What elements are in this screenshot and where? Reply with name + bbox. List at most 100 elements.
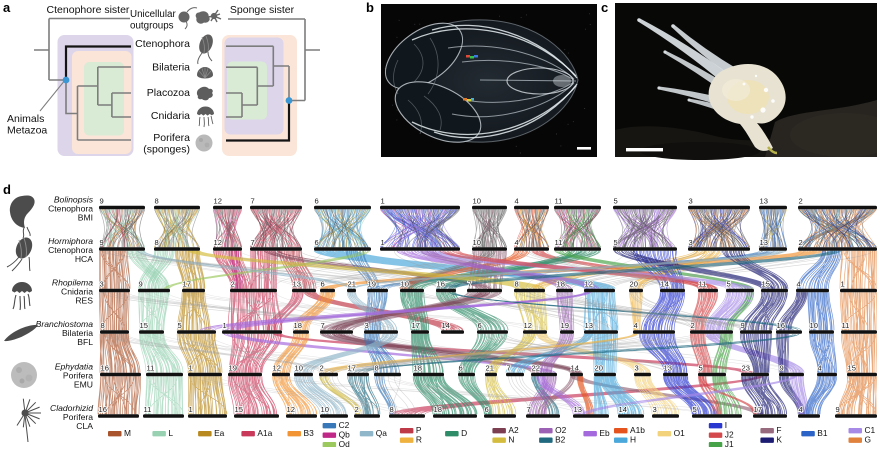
svg-text:7: 7 <box>507 363 511 372</box>
svg-text:12: 12 <box>287 405 295 414</box>
svg-text:a: a <box>3 0 11 15</box>
svg-text:1: 1 <box>223 321 227 330</box>
svg-text:16: 16 <box>99 405 107 414</box>
svg-text:C2: C2 <box>339 420 350 430</box>
svg-text:3: 3 <box>365 321 369 330</box>
svg-text:12: 12 <box>585 279 593 288</box>
svg-text:b: b <box>366 0 374 15</box>
svg-text:Ctenophora: Ctenophora <box>48 204 93 214</box>
svg-text:12: 12 <box>273 363 281 372</box>
svg-text:d: d <box>3 182 11 197</box>
svg-text:Ea: Ea <box>214 428 225 438</box>
svg-text:11: 11 <box>842 321 850 330</box>
svg-text:10: 10 <box>473 196 481 205</box>
svg-text:5: 5 <box>178 321 182 330</box>
svg-text:12: 12 <box>214 238 222 247</box>
svg-text:13: 13 <box>760 238 768 247</box>
svg-text:8: 8 <box>101 321 105 330</box>
svg-text:17: 17 <box>348 363 356 372</box>
svg-text:M: M <box>124 428 131 438</box>
svg-text:6: 6 <box>485 405 489 414</box>
svg-text:G: G <box>865 435 872 445</box>
svg-text:21: 21 <box>486 363 494 372</box>
svg-text:Ephydatia: Ephydatia <box>55 362 93 372</box>
svg-text:5: 5 <box>693 405 697 414</box>
svg-text:5: 5 <box>614 196 618 205</box>
svg-text:20: 20 <box>630 279 638 288</box>
svg-text:18: 18 <box>414 363 422 372</box>
svg-text:16: 16 <box>437 279 445 288</box>
svg-text:17: 17 <box>412 321 420 330</box>
svg-text:6: 6 <box>459 363 463 372</box>
svg-text:6: 6 <box>315 196 319 205</box>
svg-text:7: 7 <box>321 321 325 330</box>
svg-text:P: P <box>416 425 422 435</box>
svg-text:19: 19 <box>229 363 237 372</box>
svg-text:9: 9 <box>139 279 143 288</box>
svg-text:7: 7 <box>527 405 531 414</box>
svg-text:1: 1 <box>381 196 385 205</box>
svg-text:14: 14 <box>619 405 627 414</box>
svg-text:23: 23 <box>742 363 750 372</box>
svg-text:K: K <box>776 435 782 445</box>
svg-text:18: 18 <box>294 321 302 330</box>
svg-text:2: 2 <box>799 196 803 205</box>
svg-text:4: 4 <box>818 363 822 372</box>
svg-text:B1: B1 <box>817 428 828 438</box>
svg-text:8: 8 <box>375 363 379 372</box>
svg-text:L: L <box>168 428 173 438</box>
svg-text:Cnidaria: Cnidaria <box>61 287 93 297</box>
svg-text:Porifera: Porifera <box>63 412 93 422</box>
svg-text:13: 13 <box>574 405 582 414</box>
svg-text:J2: J2 <box>725 430 734 440</box>
svg-text:1: 1 <box>381 238 385 247</box>
svg-text:8: 8 <box>155 238 159 247</box>
svg-text:20: 20 <box>595 363 603 372</box>
svg-text:9: 9 <box>741 321 745 330</box>
svg-text:13: 13 <box>585 321 593 330</box>
svg-text:(sponges): (sponges) <box>143 144 190 156</box>
svg-text:A1b: A1b <box>630 425 645 435</box>
svg-text:15: 15 <box>235 405 243 414</box>
svg-text:Bolinopsis: Bolinopsis <box>54 195 94 205</box>
svg-text:Unicellular: Unicellular <box>130 9 176 20</box>
svg-text:10: 10 <box>295 363 303 372</box>
svg-text:Ctenophora: Ctenophora <box>135 38 190 50</box>
svg-text:7: 7 <box>251 238 255 247</box>
svg-text:11: 11 <box>144 405 152 414</box>
svg-text:Qa: Qa <box>376 428 388 438</box>
svg-text:18: 18 <box>434 405 442 414</box>
svg-text:18: 18 <box>557 279 565 288</box>
svg-text:3: 3 <box>689 196 693 205</box>
svg-text:N: N <box>508 435 514 445</box>
svg-text:6: 6 <box>478 321 482 330</box>
svg-text:9: 9 <box>780 363 784 372</box>
svg-text:13: 13 <box>293 279 301 288</box>
svg-text:Metazoa: Metazoa <box>7 125 47 137</box>
svg-text:Sponge sister: Sponge sister <box>230 4 295 16</box>
svg-text:21: 21 <box>348 279 356 288</box>
svg-text:BMI: BMI <box>78 213 93 223</box>
svg-text:D: D <box>461 428 467 438</box>
svg-text:13: 13 <box>760 196 768 205</box>
svg-text:F: F <box>776 425 781 435</box>
svg-text:4: 4 <box>797 279 801 288</box>
svg-text:4: 4 <box>515 238 519 247</box>
svg-text:J1: J1 <box>725 439 734 447</box>
svg-text:2: 2 <box>691 321 695 330</box>
svg-text:Cnidaria: Cnidaria <box>151 110 190 122</box>
svg-text:15: 15 <box>848 363 856 372</box>
svg-text:6: 6 <box>321 279 325 288</box>
svg-text:11: 11 <box>555 238 563 247</box>
svg-text:c: c <box>601 0 608 15</box>
svg-text:4: 4 <box>515 196 519 205</box>
svg-text:10: 10 <box>321 405 329 414</box>
svg-text:O2: O2 <box>555 425 567 435</box>
svg-text:4: 4 <box>634 321 638 330</box>
svg-text:22: 22 <box>532 363 540 372</box>
svg-text:2: 2 <box>320 363 324 372</box>
svg-text:9: 9 <box>100 238 104 247</box>
svg-text:11: 11 <box>555 196 563 205</box>
svg-text:5: 5 <box>727 279 731 288</box>
svg-text:19: 19 <box>368 279 376 288</box>
